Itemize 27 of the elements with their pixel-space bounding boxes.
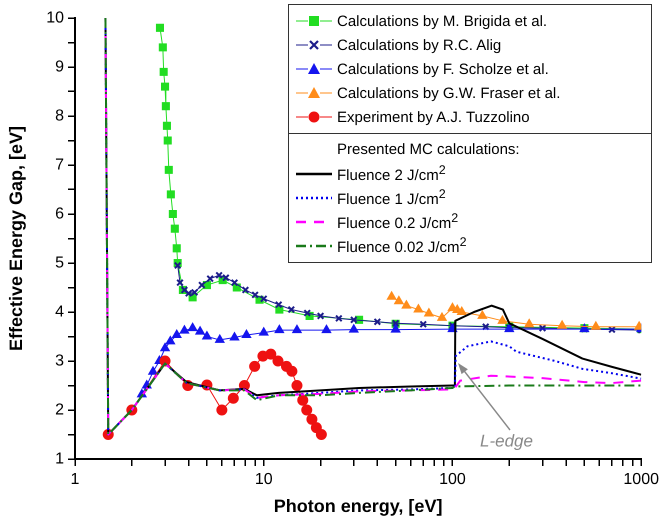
legend-title: Presented MC calculations: bbox=[336, 140, 521, 160]
legend-label: Calculations by F. Scholze et al. bbox=[337, 60, 549, 78]
y-tick-label: 9 bbox=[55, 58, 64, 76]
x-tick-label: 1 bbox=[70, 471, 80, 488]
annotation: L-edge bbox=[480, 432, 533, 451]
y-axis-title: Effective Energy Gap, [eV] bbox=[6, 126, 26, 352]
y-tick-label: 4 bbox=[55, 303, 64, 320]
legend-label: Fluence 0.02 J/cm$^{2}$ bbox=[337, 235, 467, 256]
y-tick-label: 1 bbox=[55, 450, 64, 468]
y-tick-label: 10 bbox=[46, 9, 64, 26]
legend-label: Experiment by A.J. Tuzzolino bbox=[337, 108, 530, 126]
y-tick-label: 6 bbox=[55, 205, 64, 222]
legend-label: Calculations by G.W. Fraser et al. bbox=[337, 84, 560, 102]
x-tick-label: 100 bbox=[439, 471, 466, 488]
y-tick-label: 3 bbox=[55, 352, 64, 370]
legend-label: Fluence 2 J/cm$^{2}$ bbox=[337, 163, 446, 184]
x-axis-title: Photon energy, [eV] bbox=[274, 496, 442, 516]
x-tick-label: 1000 bbox=[623, 471, 660, 488]
legend-label: Fluence 1 J/cm$^{2}$ bbox=[337, 187, 446, 208]
y-tick-label: 5 bbox=[55, 254, 64, 272]
y-tick-label: 8 bbox=[55, 107, 64, 124]
x-tick-label: 10 bbox=[254, 471, 273, 488]
legend-label: Calculations by M. Brigida et al. bbox=[337, 12, 548, 30]
legend-label: Calculations by R.C. Alig bbox=[337, 36, 502, 54]
y-tick-label: 2 bbox=[55, 401, 64, 418]
y-tick-label: 7 bbox=[55, 156, 64, 174]
legend-label: Fluence 0.2 J/cm$^{2}$ bbox=[337, 211, 458, 232]
